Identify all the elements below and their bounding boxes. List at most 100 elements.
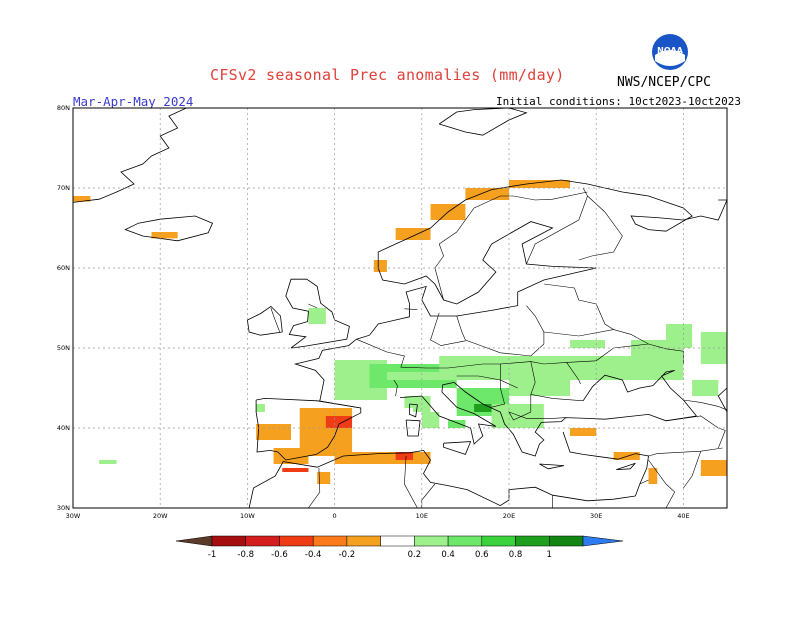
legend-swatch [481, 535, 516, 547]
legend-arrow-low [175, 535, 213, 547]
lat-label: 70N [57, 184, 70, 192]
legend-swatch [447, 535, 483, 547]
anomaly-cell [404, 396, 422, 408]
country-border [430, 312, 466, 346]
country-border [639, 479, 649, 485]
legend-swatch [414, 535, 449, 547]
anomaly-cell [325, 416, 353, 428]
country-border [578, 195, 623, 261]
anomaly-cell [99, 460, 117, 464]
lat-label: 60N [57, 264, 70, 272]
legend-swatch [346, 535, 381, 547]
noaa-logo-text: NOAA [657, 46, 683, 55]
lon-label: 30W [66, 512, 81, 520]
noaa-logo: NOAA [652, 34, 688, 70]
longitude-labels: 30W 20W 10W 0 10E 20E 30E 40E [66, 512, 690, 520]
anomaly-cell [570, 428, 597, 436]
lat-label: 50N [57, 344, 70, 352]
coastline [616, 462, 636, 470]
anomaly-cell [373, 260, 387, 272]
legend-swatch [380, 535, 415, 547]
coastline [73, 108, 187, 203]
country-border [318, 400, 361, 409]
legend-swatch [245, 535, 280, 547]
anomaly-cell [73, 196, 91, 202]
country-border [308, 303, 318, 309]
coastline [377, 179, 693, 305]
country-border [404, 308, 418, 310]
country-border [683, 451, 702, 489]
country-border [508, 394, 566, 421]
forecast-period: Mar-Apr-May 2024 [73, 94, 194, 109]
coastline [285, 278, 350, 349]
coastline [453, 382, 697, 457]
country-border [393, 379, 398, 397]
legend-label: 0.4 [441, 550, 455, 560]
anomaly-cell [447, 420, 466, 428]
country-border [456, 375, 505, 408]
latitude-labels: 80N 70N 60N 50N 40N 30N [57, 104, 70, 512]
lon-label: 20W [153, 512, 168, 520]
lat-label: 30N [57, 504, 70, 512]
anomaly-cell [256, 424, 291, 440]
legend-label: -0.4 [305, 550, 322, 560]
legend-label: -0.2 [339, 550, 356, 560]
anomaly-cell [570, 340, 605, 348]
map-frame [72, 107, 728, 509]
legend-label: 0.6 [475, 550, 489, 560]
country-border [648, 459, 676, 508]
country-border [434, 191, 588, 301]
lat-label: 80N [57, 104, 70, 112]
anomaly-cell [386, 372, 440, 380]
coastline [405, 419, 421, 437]
legend-swatch [279, 535, 314, 547]
anomaly-cell [421, 412, 440, 428]
legend-label: -0.8 [237, 550, 254, 560]
lon-label: 20E [503, 512, 515, 520]
lon-label: 0 [333, 512, 337, 520]
map-title: CFSv2 seasonal Prec anomalies (mm/day) [210, 66, 565, 84]
coastline [248, 449, 636, 508]
country-border [543, 283, 614, 330]
country-border [648, 447, 723, 457]
anomaly-cell [282, 468, 309, 472]
anomaly-cell [474, 404, 492, 412]
coastline [562, 431, 649, 497]
anomaly-cell [648, 468, 658, 484]
anomaly-cell [509, 180, 571, 188]
agency-label: NWS/NCEP/CPC [617, 75, 711, 90]
country-border [307, 467, 321, 508]
initial-conditions: Initial conditions: 10ct2023-10ct2023 [496, 95, 742, 108]
anomaly-cell [317, 472, 331, 484]
anomaly-cell [665, 324, 693, 348]
country-border [456, 305, 545, 357]
legend-swatch [211, 535, 246, 547]
country-border [270, 307, 280, 333]
anomaly-cell [308, 308, 326, 324]
coastline [683, 199, 727, 221]
coastline [582, 370, 697, 417]
coastline [438, 108, 528, 136]
anomaly-cell [465, 188, 509, 200]
country-border [683, 399, 727, 411]
lat-lon-grid [73, 108, 727, 508]
anomaly-cell [491, 404, 544, 428]
coastline [539, 463, 564, 470]
coastline [293, 267, 597, 401]
anomaly-cell [692, 380, 719, 396]
coastline [443, 441, 472, 455]
coastline [779, 164, 800, 176]
anomaly-cell [700, 460, 727, 476]
anomaly-cell [256, 404, 265, 412]
country-border [566, 343, 649, 363]
legend-label: 1 [547, 550, 552, 560]
lat-label: 40N [57, 424, 70, 432]
color-legend: -1 -0.8 -0.6 -0.4 -0.2 0.2 0.4 0.6 0.8 1 [175, 535, 624, 560]
legend-label: -0.6 [271, 550, 288, 560]
anomaly-cell [151, 232, 178, 239]
coastline [124, 215, 214, 242]
legend-swatch [515, 535, 550, 547]
anomaly-cell [273, 448, 309, 464]
anomaly-cell [526, 356, 649, 380]
